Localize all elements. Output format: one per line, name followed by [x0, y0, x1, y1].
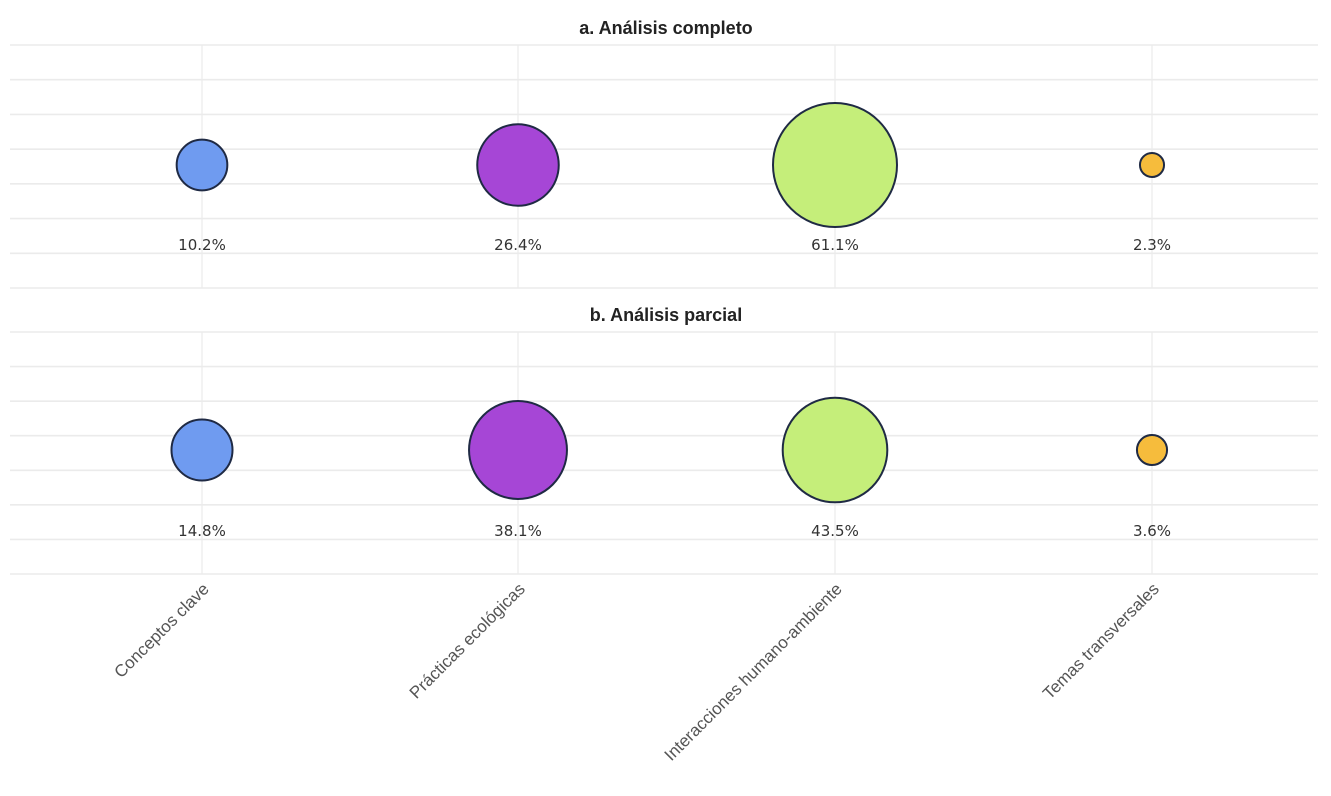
- bubble-b-1: [170, 418, 234, 482]
- category-label: Conceptos clave: [111, 579, 213, 681]
- bubble-b-4: [1135, 433, 1169, 467]
- percent-label: 26.4%: [494, 236, 542, 254]
- category-label: Prácticas ecológicas: [406, 579, 529, 702]
- panel-title-b: b. Análisis parcial: [590, 305, 742, 325]
- category-label: Temas transversales: [1039, 579, 1163, 703]
- percent-label: 14.8%: [178, 522, 226, 540]
- bubble-a-2: [476, 123, 560, 207]
- percent-label: 43.5%: [811, 522, 859, 540]
- bubble-a-1: [175, 138, 229, 192]
- percent-label: 38.1%: [494, 522, 542, 540]
- percent-label: 2.3%: [1133, 236, 1171, 254]
- panel-title-a: a. Análisis completo: [579, 18, 752, 38]
- percent-label: 10.2%: [178, 236, 226, 254]
- x-axis-labels: Conceptos clave Prácticas ecológicas Inter…: [111, 579, 1163, 764]
- bubble-b-2: [468, 400, 568, 500]
- bubbles: [170, 102, 1169, 504]
- category-label: Interacciones humano-ambiente: [661, 579, 846, 764]
- bubble-a-3: [772, 102, 898, 228]
- percent-label: 3.6%: [1133, 522, 1171, 540]
- bubble-b-3: [781, 396, 889, 504]
- bubble-a-4: [1138, 151, 1166, 179]
- percent-labels: 10.2% 26.4% 61.1% 2.3% 14.8% 38.1% 43.5% 3.6%: [178, 236, 1171, 540]
- grid: [10, 44, 1318, 575]
- percent-label: 61.1%: [811, 236, 859, 254]
